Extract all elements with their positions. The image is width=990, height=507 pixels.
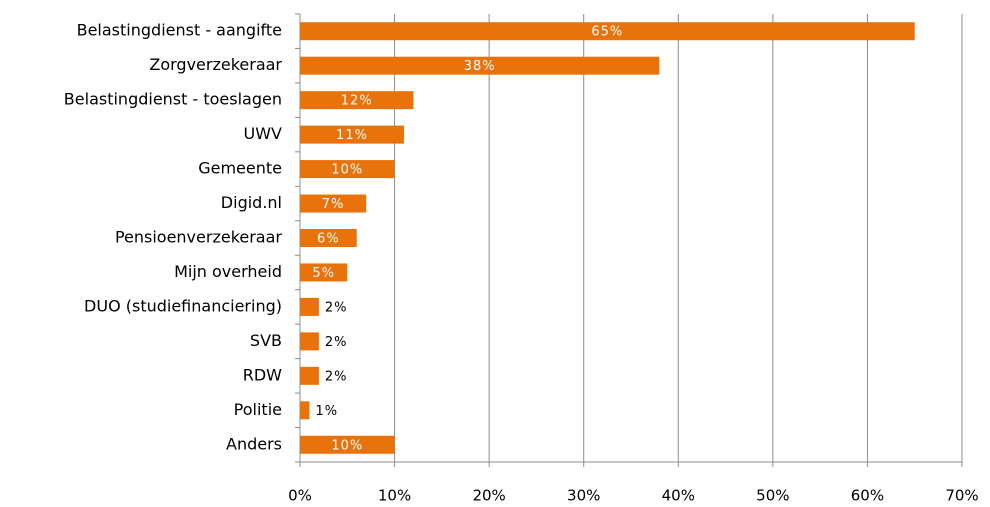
bar xyxy=(300,401,310,420)
bar xyxy=(300,56,660,75)
data-label: 11% xyxy=(336,128,368,143)
y-tick-label: DUO (studiefinanciering) xyxy=(84,296,282,315)
bar xyxy=(300,435,395,454)
bar xyxy=(300,125,405,144)
data-label: 65% xyxy=(591,25,623,40)
bar xyxy=(300,91,414,110)
y-tick-label: Mijn overheid xyxy=(174,262,282,281)
data-label: 10% xyxy=(331,163,363,178)
data-label: 1% xyxy=(315,404,338,419)
data-label: 12% xyxy=(341,94,373,109)
x-tick-label: 10% xyxy=(378,487,411,505)
y-tick-label: Zorgverzekeraar xyxy=(149,55,282,74)
data-label: 2% xyxy=(325,369,348,384)
bar xyxy=(300,229,357,247)
data-label: 2% xyxy=(325,335,348,350)
data-label: 38% xyxy=(464,59,496,74)
bar xyxy=(300,332,319,351)
data-label: 10% xyxy=(331,438,363,453)
y-tick-label: Digid.nl xyxy=(221,193,282,212)
bar xyxy=(300,160,395,179)
x-tick-label: 20% xyxy=(472,487,505,505)
data-label: 2% xyxy=(325,300,348,315)
y-tick-label: Belastingdienst - aangifte xyxy=(77,21,282,40)
x-tick-label: 30% xyxy=(567,487,600,505)
x-tick-label: 50% xyxy=(756,487,789,505)
x-tick-label: 70% xyxy=(945,487,978,505)
bar xyxy=(300,297,319,316)
y-tick-label: Pensioenverzekeraar xyxy=(115,228,282,247)
x-tick-label: 0% xyxy=(288,487,312,505)
x-tick-label: 60% xyxy=(851,487,884,505)
y-tick-label: RDW xyxy=(243,365,282,384)
y-tick-label: UWV xyxy=(244,124,283,143)
bar xyxy=(300,366,319,385)
y-tick-label: SVB xyxy=(250,331,282,350)
bar xyxy=(300,194,367,213)
y-tick-label: Gemeente xyxy=(198,159,282,178)
y-tick-label: Belastingdienst - toeslagen xyxy=(64,90,282,109)
y-tick-label: Politie xyxy=(234,400,282,419)
data-label: 7% xyxy=(322,197,345,212)
x-tick-label: 40% xyxy=(662,487,695,505)
data-label: 6% xyxy=(317,232,340,247)
y-tick-label: Anders xyxy=(226,434,282,453)
bar xyxy=(300,263,348,282)
bar xyxy=(300,22,915,41)
data-label: 5% xyxy=(312,266,335,281)
